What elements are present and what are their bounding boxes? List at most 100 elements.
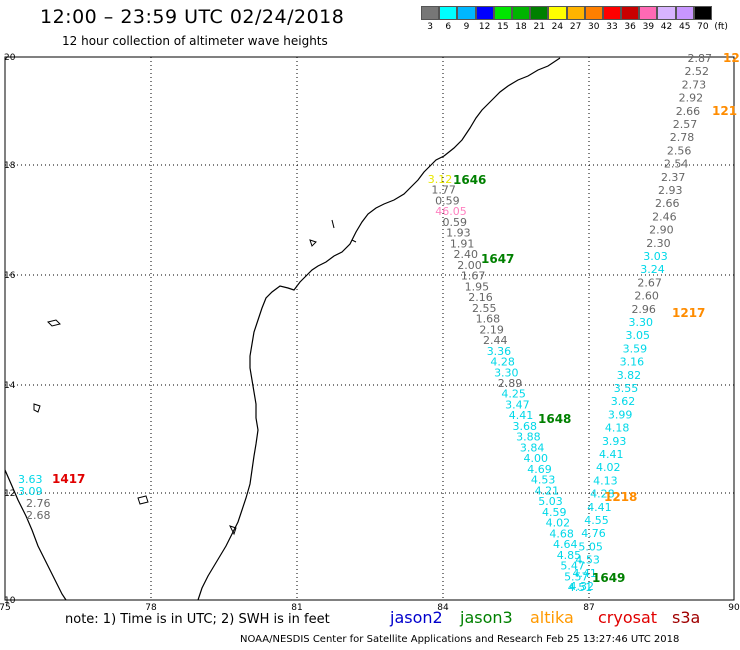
scale-label: 45	[678, 22, 691, 32]
color-scale-labels: 3 6 9 12 15 18 21 24 27 30 33 36 39 42 45 70 (ft)	[421, 22, 731, 32]
scale-label: 27	[569, 22, 582, 32]
swh-value: 4.41	[509, 409, 534, 422]
scale-swatch	[621, 6, 640, 20]
footer-credit: NOAA/NESDIS Center for Satellite Applica…	[240, 634, 680, 645]
color-scale-swatches	[421, 6, 731, 20]
island-4	[229, 525, 237, 536]
swh-value: 3.03	[643, 250, 668, 263]
island-2	[33, 403, 41, 413]
swh-value: 4.21	[535, 484, 560, 497]
swh-value: 46.05	[435, 205, 467, 218]
swh-value: 4.02	[546, 517, 571, 530]
swh-value: 2.40	[454, 248, 479, 261]
lat-lon-grid	[5, 57, 734, 600]
coastline-west	[4, 469, 67, 601]
swh-value: 4.69	[527, 463, 552, 476]
satellite-name-jason2: jason2	[390, 608, 443, 627]
swh-value: 2.78	[670, 131, 695, 144]
swh-value: 2.93	[658, 184, 683, 197]
pass-time-label: 1648	[538, 412, 571, 426]
swh-value: 2.87	[688, 52, 713, 65]
scale-label: 6	[445, 22, 452, 32]
swh-value: 3.12	[428, 173, 453, 186]
swh-value: 2.90	[649, 224, 674, 237]
pass-labels: 1646 1647 1648 1649 1417 1217 1218 121 12	[52, 51, 740, 585]
map-title: 12:00 – 23:59 UTC 02/24/2018	[40, 6, 345, 28]
pass-time-label: 1647	[481, 252, 514, 266]
swh-value: 1.93	[446, 227, 471, 240]
scale-label: 33	[606, 22, 618, 32]
swh-value: 0.59	[442, 216, 467, 229]
swh-value: 5.57	[564, 570, 589, 583]
swh-value: 3.93	[602, 435, 627, 448]
swh-value: 4.28	[590, 488, 615, 501]
island-5	[331, 219, 335, 229]
scale-label: 36	[624, 22, 636, 32]
swh-value: 4.85	[557, 549, 582, 562]
scale-swatch	[530, 6, 549, 20]
swh-value: 2.55	[472, 302, 497, 315]
y-tick-label: 16	[4, 271, 16, 281]
swh-value: 2.89	[498, 377, 523, 390]
scale-swatch	[493, 6, 512, 20]
swh-value: 2.52	[685, 65, 710, 78]
swh-value: 2.92	[679, 92, 704, 105]
swh-value: 1.77	[431, 184, 456, 197]
swh-value: 1.68	[476, 313, 501, 326]
swh-value: 2.66	[676, 105, 701, 118]
swh-value: 2.66	[655, 197, 680, 210]
swh-value: 3.62	[611, 395, 636, 408]
swh-value: 5.03	[538, 495, 563, 508]
scale-swatch	[439, 6, 458, 20]
swh-value: 4.41	[587, 501, 612, 514]
swh-value: 3.16	[620, 356, 645, 369]
scale-label: 21	[533, 22, 545, 32]
swh-value: 2.44	[483, 334, 508, 347]
pass-time-label: 1649	[592, 571, 625, 585]
swh-value: 2.16	[468, 291, 493, 304]
swh-value: 2.67	[637, 276, 662, 289]
island-7	[351, 239, 357, 243]
swh-value: 3.84	[520, 441, 545, 454]
swh-value: 1.67	[461, 270, 486, 283]
swh-value: 4.76	[581, 527, 606, 540]
swh-value: 2.30	[646, 237, 671, 250]
x-tick-label: 84	[437, 603, 449, 613]
swh-value: 4.00	[524, 452, 549, 465]
swh-value: 0.59	[435, 194, 460, 207]
pass-time-label: 1217	[672, 306, 705, 320]
pass-time-label: 1218	[604, 490, 637, 504]
scale-swatch	[602, 6, 622, 20]
swh-value: 4.13	[593, 474, 618, 487]
swh-value: 3.99	[608, 408, 633, 421]
swh-value: 4.41	[599, 448, 624, 461]
scale-swatch	[693, 6, 712, 20]
scale-swatch	[639, 6, 658, 20]
swh-value: 4.25	[501, 388, 526, 401]
satellite-name-jason3: jason3	[460, 608, 513, 627]
swh-value: 3.82	[617, 369, 642, 382]
footer-note: note: 1) Time is in UTC; 2) SWH is in fe…	[65, 612, 330, 627]
swh-value: 3.30	[629, 316, 654, 329]
x-tick-label: 75	[0, 603, 11, 613]
x-tick-label: 78	[145, 603, 157, 613]
swh-value: 5.47	[560, 560, 585, 573]
scale-swatch	[657, 6, 676, 20]
y-tick-label: 12	[4, 489, 15, 499]
x-tick-label: 87	[583, 603, 594, 613]
scale-swatch	[584, 6, 603, 20]
map-subtitle: 12 hour collection of altimeter wave hei…	[62, 34, 328, 48]
y-tick-label: 18	[4, 161, 16, 171]
scale-swatch	[548, 6, 567, 20]
swh-value: 2.57	[673, 118, 698, 131]
pass-time-label: 12	[723, 51, 740, 65]
swh-value: 4.32	[570, 580, 595, 593]
satellite-name-s3a: s3a	[672, 608, 701, 627]
swh-value: 3.30	[494, 366, 519, 379]
y-tick-label: 20	[4, 53, 16, 63]
swh-value: 3.09	[18, 485, 43, 498]
swh-value: 4.02	[596, 461, 621, 474]
y-tick-label: 10	[4, 596, 16, 606]
pass-time-label: 1417	[52, 472, 85, 486]
